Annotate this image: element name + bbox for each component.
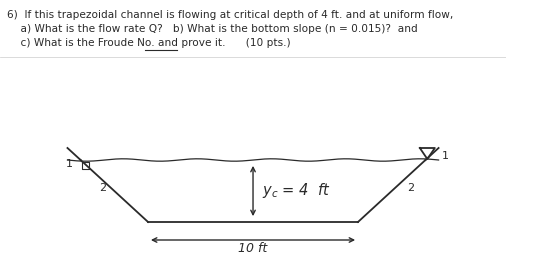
Text: $y_c$ = 4  ft: $y_c$ = 4 ft [262,181,331,200]
Text: 2: 2 [99,183,106,193]
Text: 1: 1 [441,151,448,161]
Text: 6)  If this trapezoidal channel is flowing at critical depth of 4 ft. and at uni: 6) If this trapezoidal channel is flowin… [8,10,454,20]
Text: 1: 1 [65,159,72,169]
Text: a) What is the flow rate Q?   b) What is the bottom slope (n = 0.015)?  and: a) What is the flow rate Q? b) What is t… [8,24,418,34]
Text: c) What is the Froude No. and prove it.      (10 pts.): c) What is the Froude No. and prove it. … [8,38,291,48]
Text: 2: 2 [407,183,414,193]
Text: 10 ft: 10 ft [238,242,268,255]
